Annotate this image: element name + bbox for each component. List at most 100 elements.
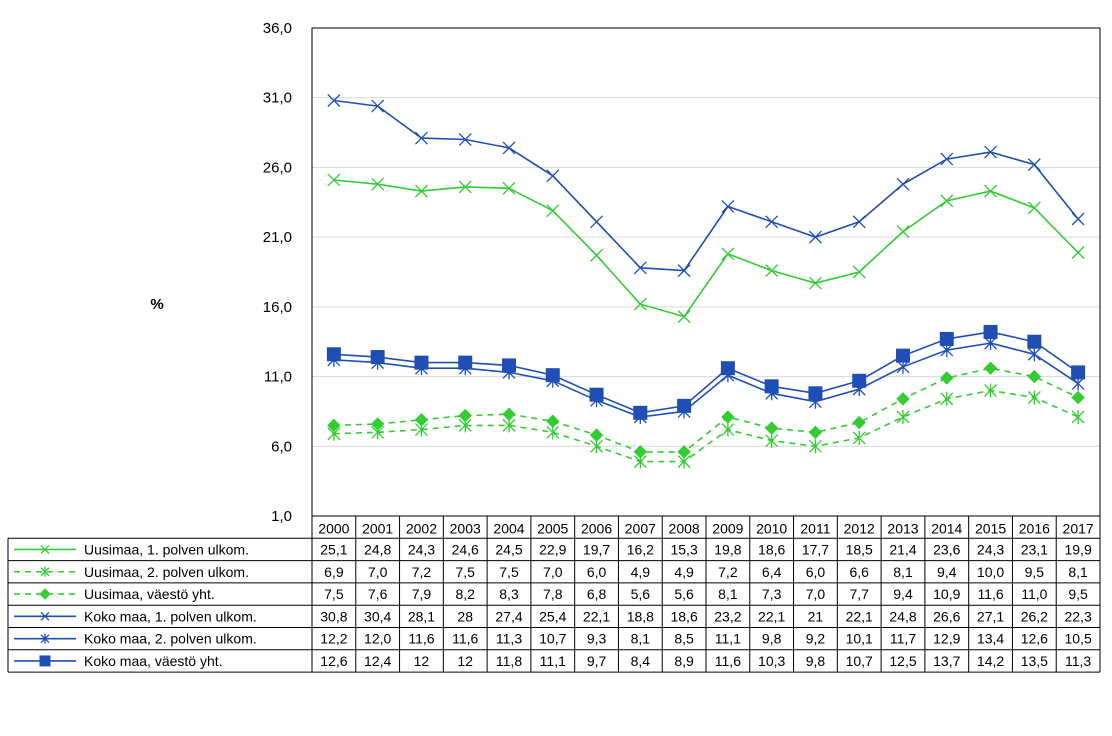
data-point-marker [589,387,604,402]
data-label: 11,8 [496,653,522,669]
data-point-marker [940,391,954,406]
x-tick-label: 2010 [756,520,787,536]
data-label: 10,3 [758,653,785,669]
data-label: 6,8 [587,586,607,602]
data-label: 26,6 [933,608,960,624]
data-label: 10,7 [846,653,873,669]
data-label: 19,7 [583,541,610,557]
series-path [333,99,1079,272]
series-line [327,383,1085,469]
data-point-marker [40,544,50,554]
data-point-marker [1027,334,1042,349]
data-point-marker [677,310,691,324]
data-label: 23,2 [714,608,741,624]
table-row: Uusimaa, 2. polven ulkom. 6,9 7,0 7,2 7,5 7,5… [8,564,1100,584]
data-point-marker [896,392,910,406]
x-tick-label: 2012 [844,520,875,536]
data-point-marker [765,264,779,278]
data-label: 16,2 [627,541,654,557]
data-point-marker [1071,390,1085,405]
data-label: 18,6 [758,541,785,557]
data-label: 21,4 [889,541,916,557]
series-path [333,367,1079,453]
data-point-marker [414,413,429,427]
data-point-marker [414,355,429,370]
data-label: 11,3 [1065,653,1091,669]
y-tick-label: 6,0 [271,438,292,455]
x-tick-label: 2006 [581,520,612,536]
data-label: 12,6 [1021,631,1048,647]
data-label: 8,2 [455,586,475,602]
data-label: 25,4 [539,608,566,624]
data-label: 7,5 [499,564,519,580]
data-point-marker [414,184,428,198]
data-label: 13,5 [1021,653,1048,669]
data-point-marker [852,430,866,445]
data-label: 11,3 [496,631,522,647]
data-point-marker [546,414,560,428]
data-point-marker [545,368,560,383]
data-label: 30,8 [320,608,347,624]
data-point-marker [764,379,779,394]
data-point-marker [721,247,735,261]
x-tick-label: 2011 [800,520,830,536]
data-label: 7,0 [543,564,563,580]
gridlines [312,97,1100,447]
data-label: 24,8 [889,608,916,624]
data-point-marker [327,173,341,187]
data-label: 15,3 [670,541,697,557]
y-axis-label: % [150,296,163,313]
data-label: 24,3 [408,541,435,557]
data-point-marker [590,248,604,262]
data-label: 18,5 [846,541,873,557]
data-point-marker [721,422,735,437]
data-point-marker [983,324,998,339]
data-label: 10,9 [933,586,960,602]
data-label: 26,2 [1021,608,1048,624]
data-label: 11,7 [890,631,916,647]
x-tick-label: 2003 [450,520,481,536]
x-tick-label: 2008 [669,520,700,536]
data-label: 9,5 [1068,586,1088,602]
data-label: 7,0 [806,586,826,602]
data-label: 12,9 [933,631,960,647]
data-label: 12,6 [320,653,347,669]
data-point-marker [852,415,866,430]
data-point-marker [327,418,341,433]
data-point-marker [721,410,735,424]
data-point-marker [677,445,691,459]
data-label: 9,2 [806,631,826,647]
data-point-marker [677,398,692,413]
data-label: 9,4 [893,586,913,602]
data-point-marker [458,180,472,194]
data-point-marker [502,141,516,155]
data-label: 11,6 [452,631,478,647]
plot-area-frame [311,27,1101,517]
data-label: 6,0 [587,564,607,580]
data-label: 7,9 [412,586,432,602]
data-label: 13,4 [977,631,1004,647]
data-point-marker [371,177,385,191]
data-point-marker [720,361,735,376]
x-tick-label: 2002 [406,520,437,536]
data-label: 10,0 [977,564,1004,580]
data-point-marker [39,588,51,600]
data-point-marker [940,152,954,166]
data-label: 28 [457,608,473,624]
data-point-marker [40,566,50,577]
data-label: 23,6 [933,541,960,557]
data-label: 7,2 [412,564,432,580]
data-point-marker [896,410,910,425]
data-label: 11,0 [1021,586,1047,602]
data-label: 7,6 [368,586,388,602]
data-label: 4,9 [674,564,694,580]
data-table: 2000 2001 2002 2003 2004 2005 2006 2007 2008 2009… [7,516,1101,673]
legend-label: Uusimaa, 1. polven ulkom. [84,541,249,557]
data-point-marker [984,145,998,159]
data-label: 28,1 [408,608,435,624]
data-point-marker [589,428,604,442]
data-point-marker [327,94,341,107]
data-point-marker [896,225,910,239]
data-label: 18,8 [627,608,654,624]
